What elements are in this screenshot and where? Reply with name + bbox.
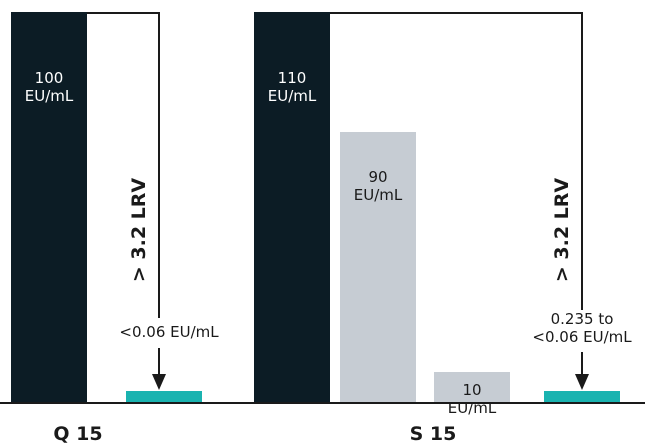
bar-label-q15-0-0: 100: [35, 69, 64, 87]
bar-s15-2: [434, 372, 510, 402]
category-label-s15: S 15: [410, 423, 457, 445]
bar-s15-1: [340, 132, 416, 402]
bar-label-s15-3-1: <0.06 EU/mL: [532, 328, 632, 346]
reduction-bracket-q15: [87, 12, 160, 318]
bar-label-s15-2-0: 10: [462, 381, 481, 399]
bar-q15-1: [126, 391, 202, 402]
bar-label-s15-2-1: EU/mL: [448, 399, 497, 417]
bar-label-q15-0-1: EU/mL: [25, 87, 74, 105]
bar-label-s15-3-0: 0.235 to: [551, 310, 614, 328]
reduction-arrowhead-q15: [152, 374, 166, 390]
bar-label-s15-0-0: 110: [278, 69, 307, 87]
reduction-arrows-layer: [87, 12, 589, 390]
bar-label-s15-0-1: EU/mL: [268, 87, 317, 105]
reduction-arrowhead-s15: [575, 374, 589, 390]
bar-label-s15-1-1: EU/mL: [354, 186, 403, 204]
category-label-q15: Q 15: [53, 423, 102, 445]
reduction-label-s15: > 3.2 LRV: [551, 178, 573, 283]
bar-label-s15-1-0: 90: [368, 168, 387, 186]
bar-q15-0: [11, 12, 87, 402]
reduction-bracket-s15: [330, 12, 583, 310]
reduction-label-q15: > 3.2 LRV: [128, 178, 150, 283]
bar-s15-0: [254, 12, 330, 402]
bar-s15-3: [544, 391, 620, 402]
bars-layer: [11, 12, 620, 402]
bar-label-q15-1-0: <0.06 EU/mL: [119, 323, 219, 341]
